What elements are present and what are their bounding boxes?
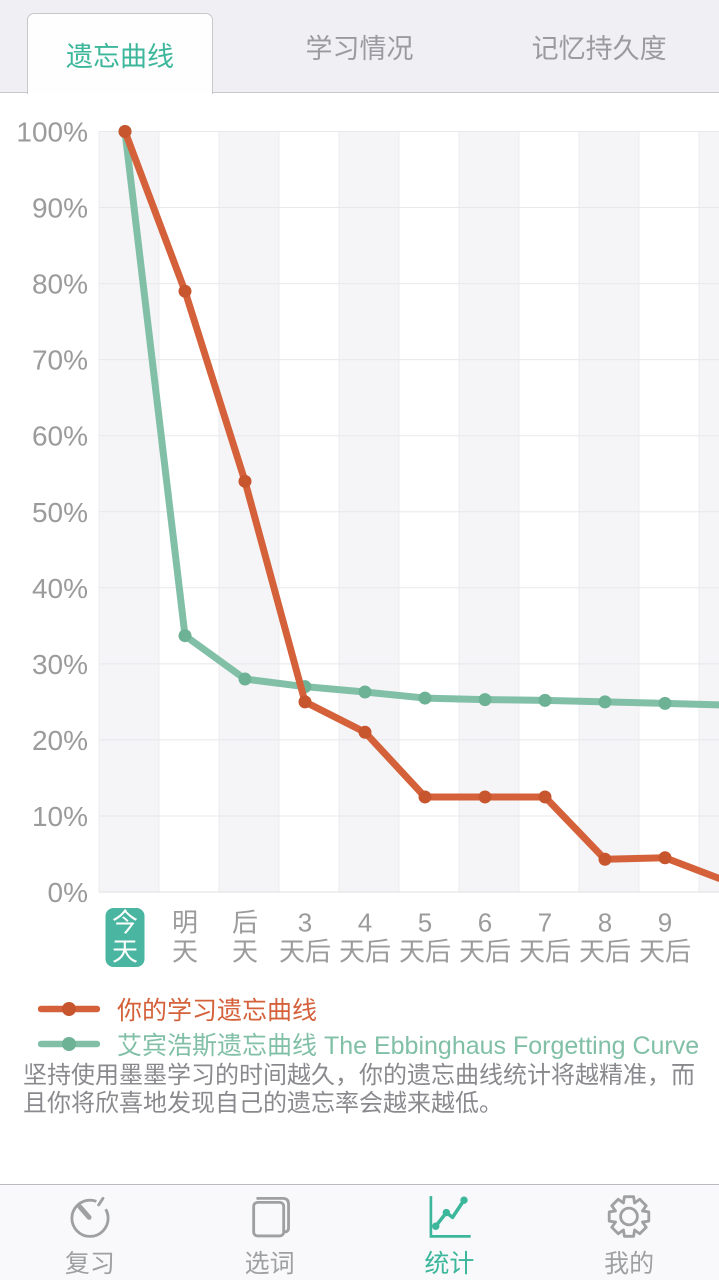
nav-item-word-picker[interactable]: 选词	[180, 1185, 360, 1280]
svg-text:40%: 40%	[32, 573, 88, 604]
nav-review-label: 复习	[64, 1250, 115, 1278]
nav-profile-label: 我的	[604, 1250, 655, 1278]
svg-text:90%: 90%	[32, 193, 88, 224]
svg-text:4: 4	[358, 908, 372, 938]
svg-text:30%: 30%	[32, 649, 88, 680]
svg-text:0%: 0%	[48, 877, 88, 908]
nav-word-picker-label: 选词	[244, 1250, 295, 1278]
svg-text:天: 天	[172, 937, 198, 967]
svg-text:20%: 20%	[32, 725, 88, 756]
tab-memory-persistence-label: 记忆持久度	[531, 33, 667, 64]
chart-description: 坚持使用墨墨学习的时间越久，你的遗忘曲线统计将越精准，而 且你将欣喜地发现自己的…	[23, 1062, 699, 1118]
svg-text:80%: 80%	[32, 269, 88, 300]
ebbinghaus-curve-swatch-icon	[38, 1036, 100, 1051]
gear-icon	[607, 1195, 651, 1238]
forgetting-curve-chart-area: 0% 10% 20% 30% 40% 50% 60% 70% 80% 90% 100% 今天明天后天 3…	[0, 95, 719, 975]
nav-item-statistics[interactable]: 统计	[360, 1185, 540, 1280]
svg-text:天后: 天后	[459, 937, 511, 967]
chart-legend: 你的学习遗忘曲线 艾宾浩斯遗忘曲线 The Ebbinghaus Forgett…	[38, 991, 700, 1061]
tab-learning-status-label: 学习情况	[305, 33, 414, 64]
stopwatch-icon	[70, 1196, 110, 1238]
svg-text:后: 后	[232, 908, 258, 938]
svg-text:10%: 10%	[32, 801, 88, 832]
forgetting-curve-chart: 0%10%20%30%40%50%60%70%80%90%100%今天明天后天3…	[16, 117, 719, 967]
svg-text:50%: 50%	[32, 497, 88, 528]
tab-learning-status[interactable]: 学习情况	[240, 0, 480, 92]
nav-item-profile[interactable]: 我的	[539, 1185, 719, 1280]
svg-text:3: 3	[298, 908, 312, 938]
svg-text:7: 7	[538, 908, 552, 938]
svg-text:天后: 天后	[339, 937, 391, 967]
legend-ebbinghaus-curve-label: 艾宾浩斯遗忘曲线 The Ebbinghaus Forgetting Curve	[117, 1031, 700, 1060]
svg-text:6: 6	[478, 908, 492, 938]
svg-text:5: 5	[418, 908, 432, 938]
svg-text:天后: 天后	[279, 937, 331, 967]
book-icon	[251, 1196, 290, 1238]
svg-text:今: 今	[112, 908, 138, 938]
description-line-2: 且你将欣喜地发现自己的遗忘率会越来越低。	[23, 1090, 503, 1117]
user-curve-swatch-icon	[38, 1001, 100, 1016]
svg-text:天后: 天后	[519, 937, 571, 967]
nav-item-review[interactable]: 复习	[0, 1185, 180, 1280]
svg-text:70%: 70%	[32, 345, 88, 376]
top-tab-bar: 遗忘曲线 学习情况 记忆持久度	[0, 0, 719, 94]
legend-user-curve-label: 你的学习遗忘曲线	[117, 996, 318, 1025]
tab-memory-persistence[interactable]: 记忆持久度	[479, 0, 719, 92]
svg-text:9: 9	[658, 908, 672, 938]
svg-text:天后: 天后	[399, 937, 451, 967]
svg-text:明: 明	[172, 908, 198, 938]
legend-item-ebbinghaus-curve: 艾宾浩斯遗忘曲线 The Ebbinghaus Forgetting Curve	[38, 1026, 700, 1061]
svg-text:天后: 天后	[579, 937, 631, 967]
svg-text:8: 8	[598, 908, 612, 938]
svg-text:天: 天	[112, 937, 138, 967]
legend-item-user-curve: 你的学习遗忘曲线	[38, 991, 698, 1026]
tab-forgetting-curve[interactable]: 遗忘曲线	[27, 13, 213, 94]
svg-text:100%: 100%	[16, 117, 88, 148]
line-chart-icon	[429, 1196, 472, 1238]
bottom-nav-bar: 复习 选词 统计 我的	[0, 1184, 719, 1280]
svg-text:天后: 天后	[639, 937, 691, 967]
description-line-1: 坚持使用墨墨学习的时间越久，你的遗忘曲线统计将越精准，而	[23, 1062, 695, 1089]
svg-text:60%: 60%	[32, 421, 88, 452]
svg-text:天: 天	[232, 937, 258, 967]
nav-statistics-label: 统计	[424, 1250, 475, 1278]
tab-forgetting-curve-label: 遗忘曲线	[66, 41, 174, 72]
